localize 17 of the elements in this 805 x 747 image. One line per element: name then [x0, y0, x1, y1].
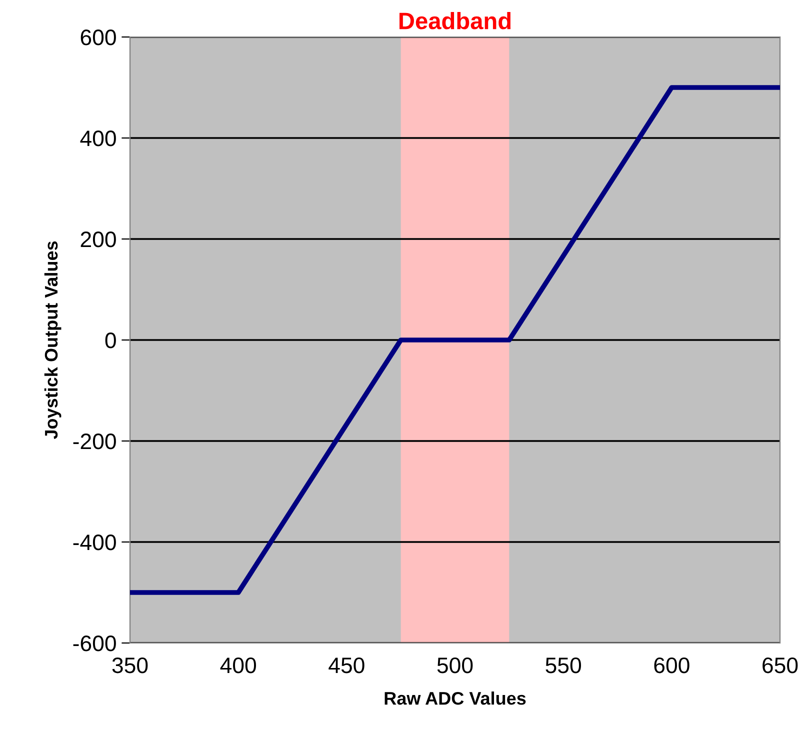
y-tick-label: -400 — [73, 534, 116, 550]
x-tick-label: 650 — [762, 657, 798, 674]
x-tick-label: 500 — [437, 657, 473, 674]
y-tick-label: 600 — [80, 30, 116, 46]
y-tick-label: 0 — [105, 332, 116, 348]
y-tick-label: -200 — [73, 434, 116, 450]
x-tick-label: 450 — [328, 657, 364, 674]
x-tick-label: 350 — [112, 657, 148, 674]
x-axis-title: Raw ADC Values — [384, 691, 526, 705]
y-tick-label: 200 — [80, 232, 116, 248]
y-axis-title: Joystick Output Values — [44, 241, 62, 440]
y-tick-label: -600 — [73, 636, 116, 652]
y-tick-label: 400 — [80, 130, 116, 146]
band-label: Deadband — [400, 12, 511, 30]
x-tick-label: 600 — [654, 657, 690, 674]
x-tick-label: 400 — [220, 657, 256, 674]
x-tick-label: 550 — [546, 657, 582, 674]
